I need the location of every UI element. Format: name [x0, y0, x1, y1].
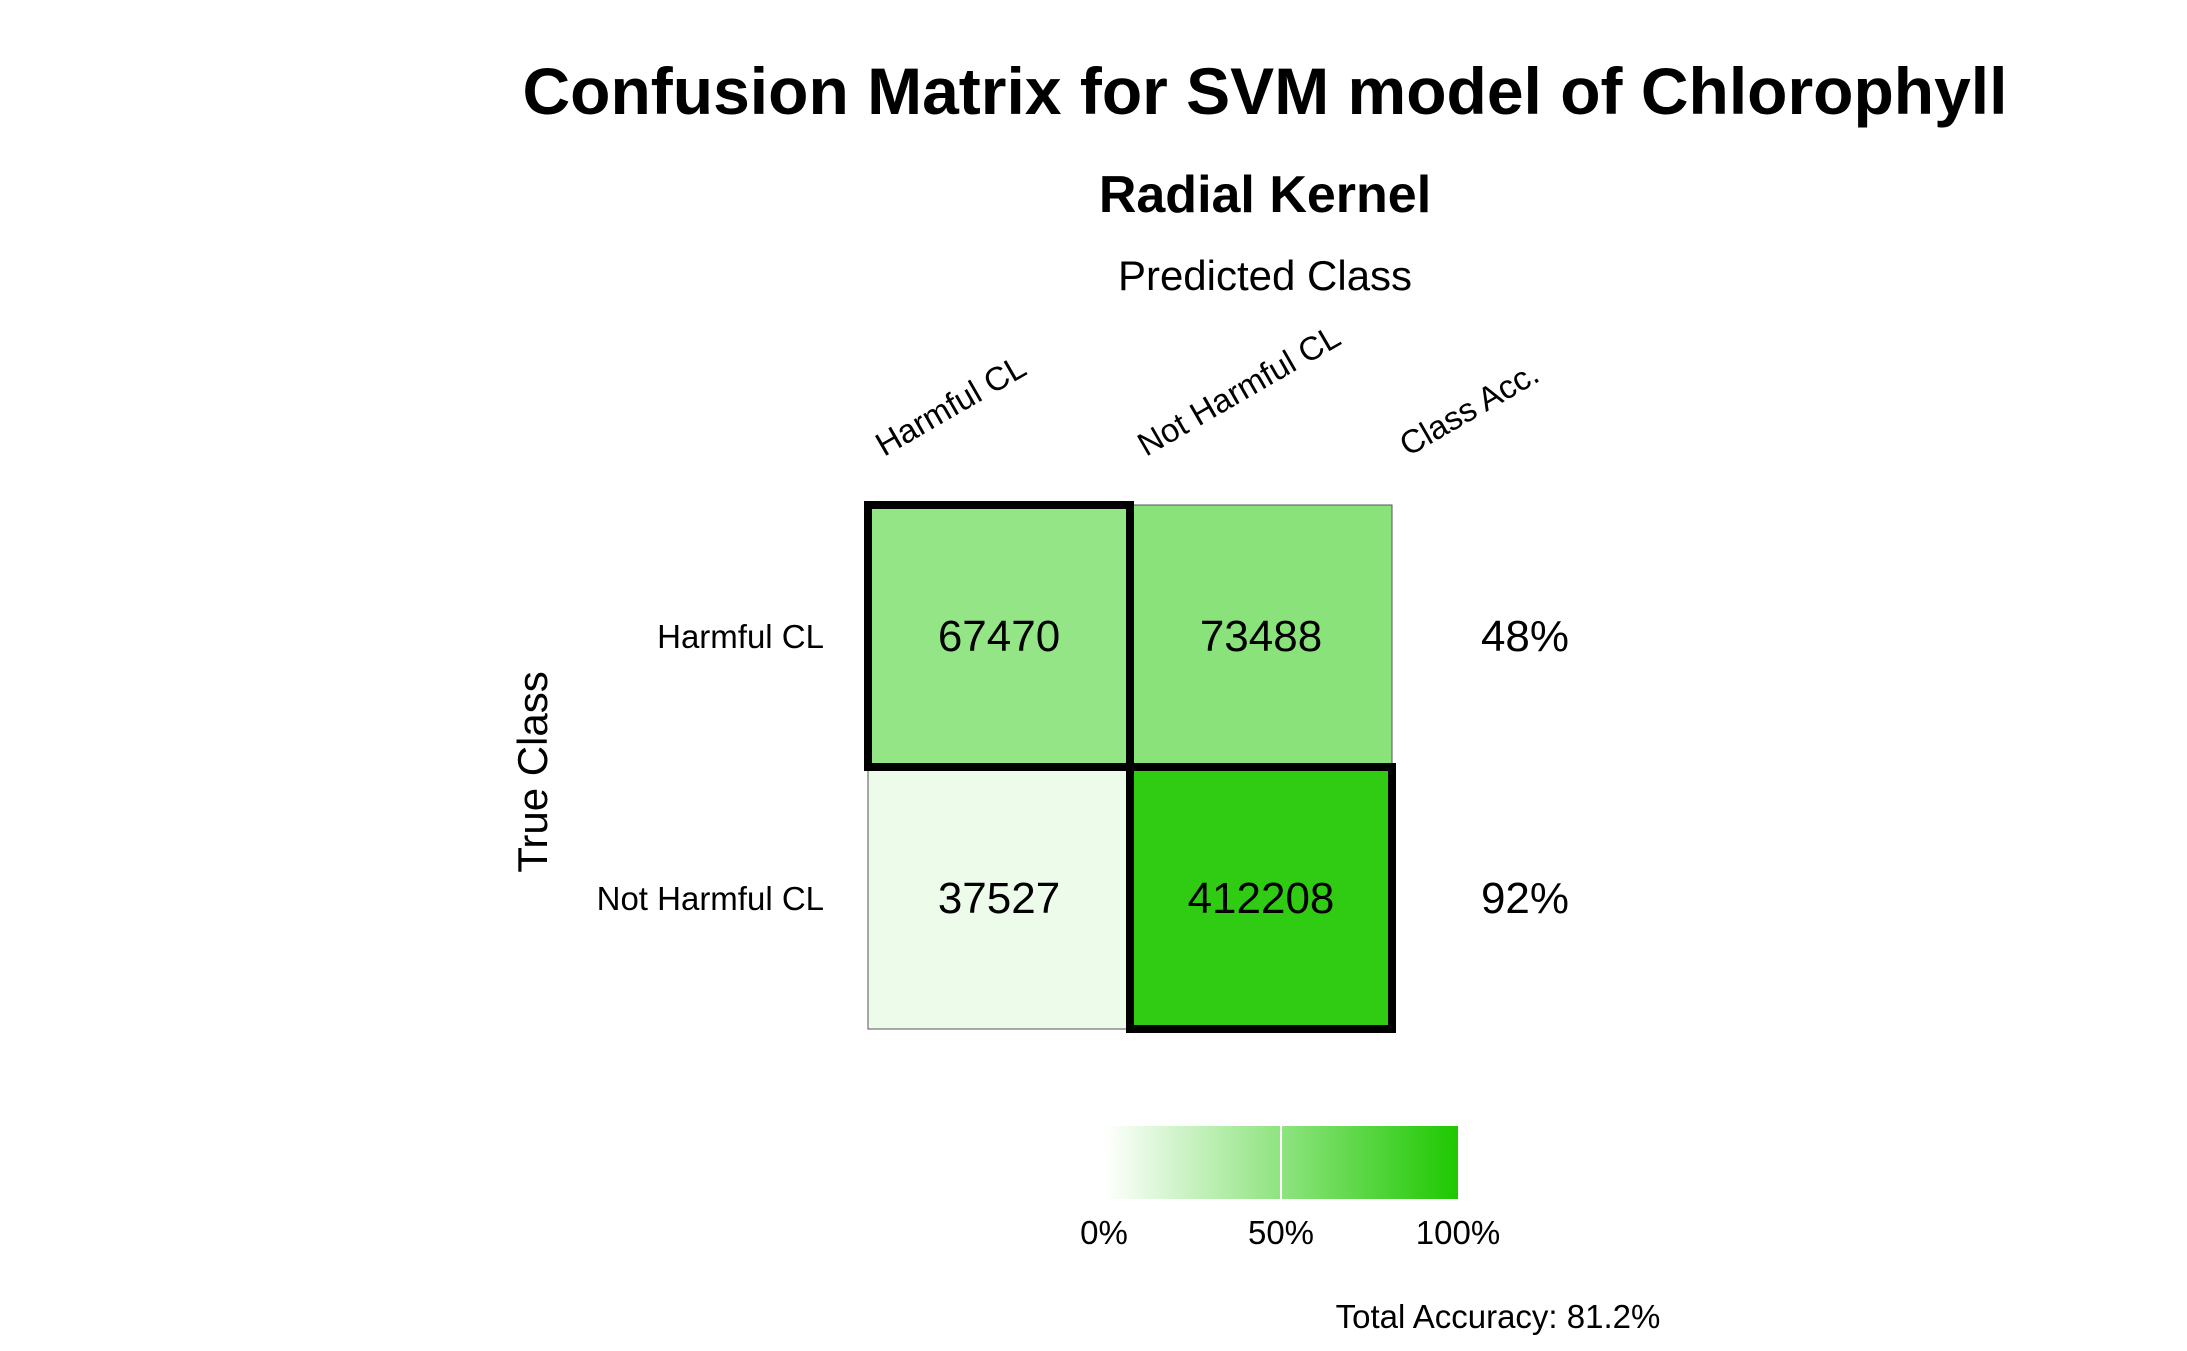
matrix-cell	[867, 504, 1131, 768]
total-accuracy: Total Accuracy: 81.2%	[1336, 1298, 1661, 1335]
class-accuracy-label: 92%	[1481, 874, 1569, 923]
legend-tick-label: 50%	[1248, 1214, 1314, 1251]
cell-value-label: 67470	[938, 612, 1060, 661]
column-label: Class Acc.	[1393, 354, 1545, 463]
x-axis-title: Predicted Class	[1118, 252, 1412, 299]
matrix-cell-values: 67470 73488 37527 412208	[938, 612, 1335, 923]
legend-tick-label: 0%	[1080, 1214, 1128, 1251]
class-accuracy-label: 48%	[1481, 612, 1569, 661]
chart-subtitle: Radial Kernel	[1099, 166, 1431, 224]
row-label: Not Harmful CL	[597, 880, 824, 917]
y-axis-title: True Class	[509, 671, 556, 873]
column-label: Not Harmful CL	[1131, 317, 1346, 463]
legend-ticks: 0% 50% 100%	[1080, 1126, 1500, 1251]
column-labels: Harmful CL Not Harmful CL Class Acc.	[869, 317, 1545, 463]
cell-value-label: 73488	[1200, 612, 1322, 661]
cell-value-label: 412208	[1188, 874, 1335, 923]
cell-value-label: 37527	[938, 874, 1060, 923]
matrix-cells	[867, 504, 1393, 1030]
color-legend: 0% 50% 100%	[1080, 1126, 1500, 1251]
column-label: Harmful CL	[869, 348, 1032, 463]
diagonal-highlight-box	[1126, 763, 1396, 1033]
class-accuracy-values: 48% 92%	[1481, 612, 1569, 923]
diagonal-highlights	[864, 501, 1396, 1033]
row-label: Harmful CL	[657, 618, 824, 655]
matrix-cell	[1129, 766, 1393, 1030]
legend-tick-label: 100%	[1416, 1214, 1500, 1251]
chart-title: Confusion Matrix for SVM model of Chloro…	[523, 54, 2008, 128]
row-labels: Harmful CL Not Harmful CL	[597, 618, 824, 917]
diagonal-highlight-box	[864, 501, 1134, 771]
matrix-cell	[1129, 504, 1393, 768]
